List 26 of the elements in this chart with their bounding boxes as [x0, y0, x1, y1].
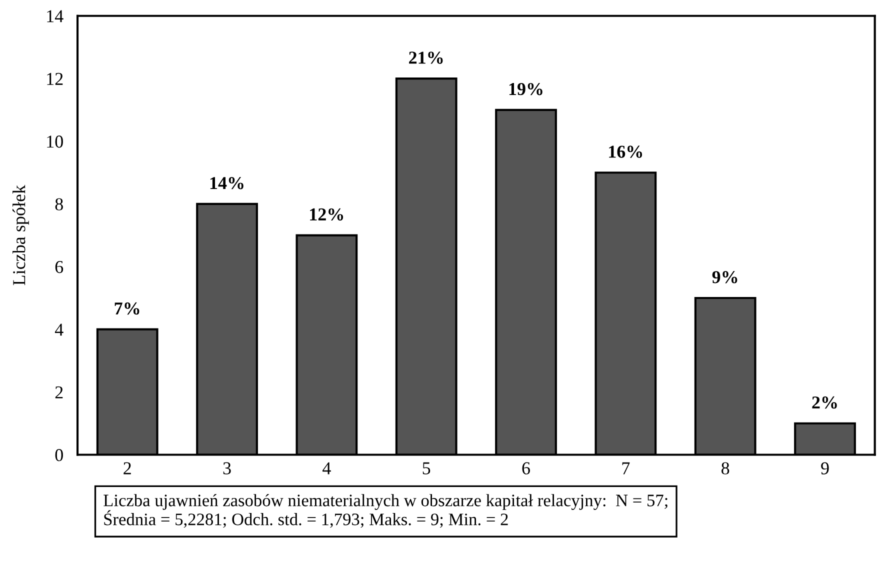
y-axis-title: Liczba spółek: [12, 184, 29, 286]
y-tick-label: 14: [47, 10, 64, 22]
annotation: 14%: [210, 176, 244, 190]
y-tick-label: 8: [55, 198, 63, 210]
annotation: 9%: [712, 271, 738, 284]
x-tick-label: 8: [722, 462, 730, 474]
x-tick-label: 3: [223, 462, 231, 474]
annotation: 7%: [114, 302, 140, 315]
y-tick-label: 4: [54, 324, 64, 336]
x-tick-label: 4: [322, 462, 331, 474]
annotation: 21%: [409, 52, 443, 64]
x-tick-label: 9: [821, 462, 829, 474]
x-tick-label: 6: [522, 462, 530, 474]
x-tick-label: 5: [422, 462, 430, 474]
x-tick-label: 7: [622, 462, 630, 474]
y-tick-label: 0: [55, 448, 63, 462]
text: Liczba ujawnień zasobów niematerialnych w obszarze kapitał relacyjny: N = 57; Średnia = 5,2281; Odch. std. = 1,793; Maks. = 9; Min. = 2: [104, 494, 668, 528]
y-tick-label: 2: [55, 386, 63, 398]
annotation: 12%: [310, 208, 344, 221]
y-tick-label: 6: [55, 260, 64, 274]
y-tick-label: 12: [47, 72, 63, 85]
annotation: 19%: [509, 82, 542, 96]
y-tick-label: 10: [47, 136, 63, 148]
annotation: 16%: [609, 146, 642, 158]
x-tick-label: 2: [124, 462, 131, 474]
annotation: 2%: [812, 396, 837, 409]
